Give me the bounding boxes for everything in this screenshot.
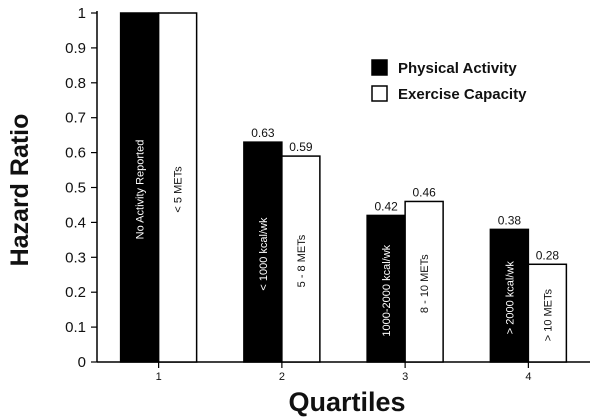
value-label: 0.63 [251, 126, 275, 140]
legend-label-exercise-capacity: Exercise Capacity [398, 86, 527, 103]
y-tick-label: 0.8 [65, 75, 86, 92]
y-tick-label: 0.3 [65, 249, 86, 266]
bar-label: 1000-2000 kcal/wk [381, 244, 393, 336]
bar [157, 12, 198, 363]
bar-label: 5 - 8 METs [296, 234, 308, 287]
bar-label: < 5 METs [173, 166, 185, 213]
bar-label: > 10 METs [542, 289, 554, 342]
bar-label: No Activity Reported [135, 140, 147, 240]
value-label: 0.59 [289, 140, 313, 154]
y-tick-label: 0.1 [65, 319, 86, 336]
y-tick-label: 0.7 [65, 110, 86, 127]
value-label: 0.28 [536, 248, 560, 262]
bar [489, 228, 530, 363]
x-tick-label: 3 [402, 371, 408, 383]
x-axis-title: Quartiles [288, 387, 405, 417]
value-label: 0.38 [498, 213, 522, 227]
plot-area: 0 0.1 0.2 0.3 0.4 0.5 0.6 0.7 0.8 0.9 1 1 No Activit… [65, 5, 590, 383]
value-label: 0.42 [374, 199, 398, 213]
y-axis-title: Hazard Ratio [6, 114, 34, 267]
bar [527, 263, 568, 363]
legend-swatch-physical-activity [371, 59, 388, 76]
value-label: 0.46 [412, 185, 436, 199]
bar [366, 214, 406, 363]
bar-label: > 2000 kcal/wk [504, 261, 516, 335]
y-tick-label: 0.6 [65, 145, 86, 162]
y-tick-label: 0.2 [65, 284, 86, 301]
y-tick-label: 0.5 [65, 180, 86, 197]
legend-label-physical-activity: Physical Activity [398, 60, 517, 77]
bar [404, 200, 444, 363]
y-tick-label: 0 [78, 354, 86, 371]
x-tick-label: 2 [279, 371, 285, 383]
y-tick-label: 0.4 [65, 214, 86, 231]
x-tick-label: 1 [156, 371, 162, 383]
y-tick-label: 1 [78, 5, 86, 22]
bar-label: < 1000 kcal/wk [258, 217, 270, 291]
legend: Physical Activity Exercise Capacity [371, 59, 527, 103]
bar-label: 8 - 10 METs [419, 254, 431, 313]
bar [281, 155, 321, 363]
y-tick-label: 0.9 [65, 40, 86, 57]
x-tick-label: 4 [525, 371, 531, 383]
legend-swatch-exercise-capacity [371, 85, 388, 102]
